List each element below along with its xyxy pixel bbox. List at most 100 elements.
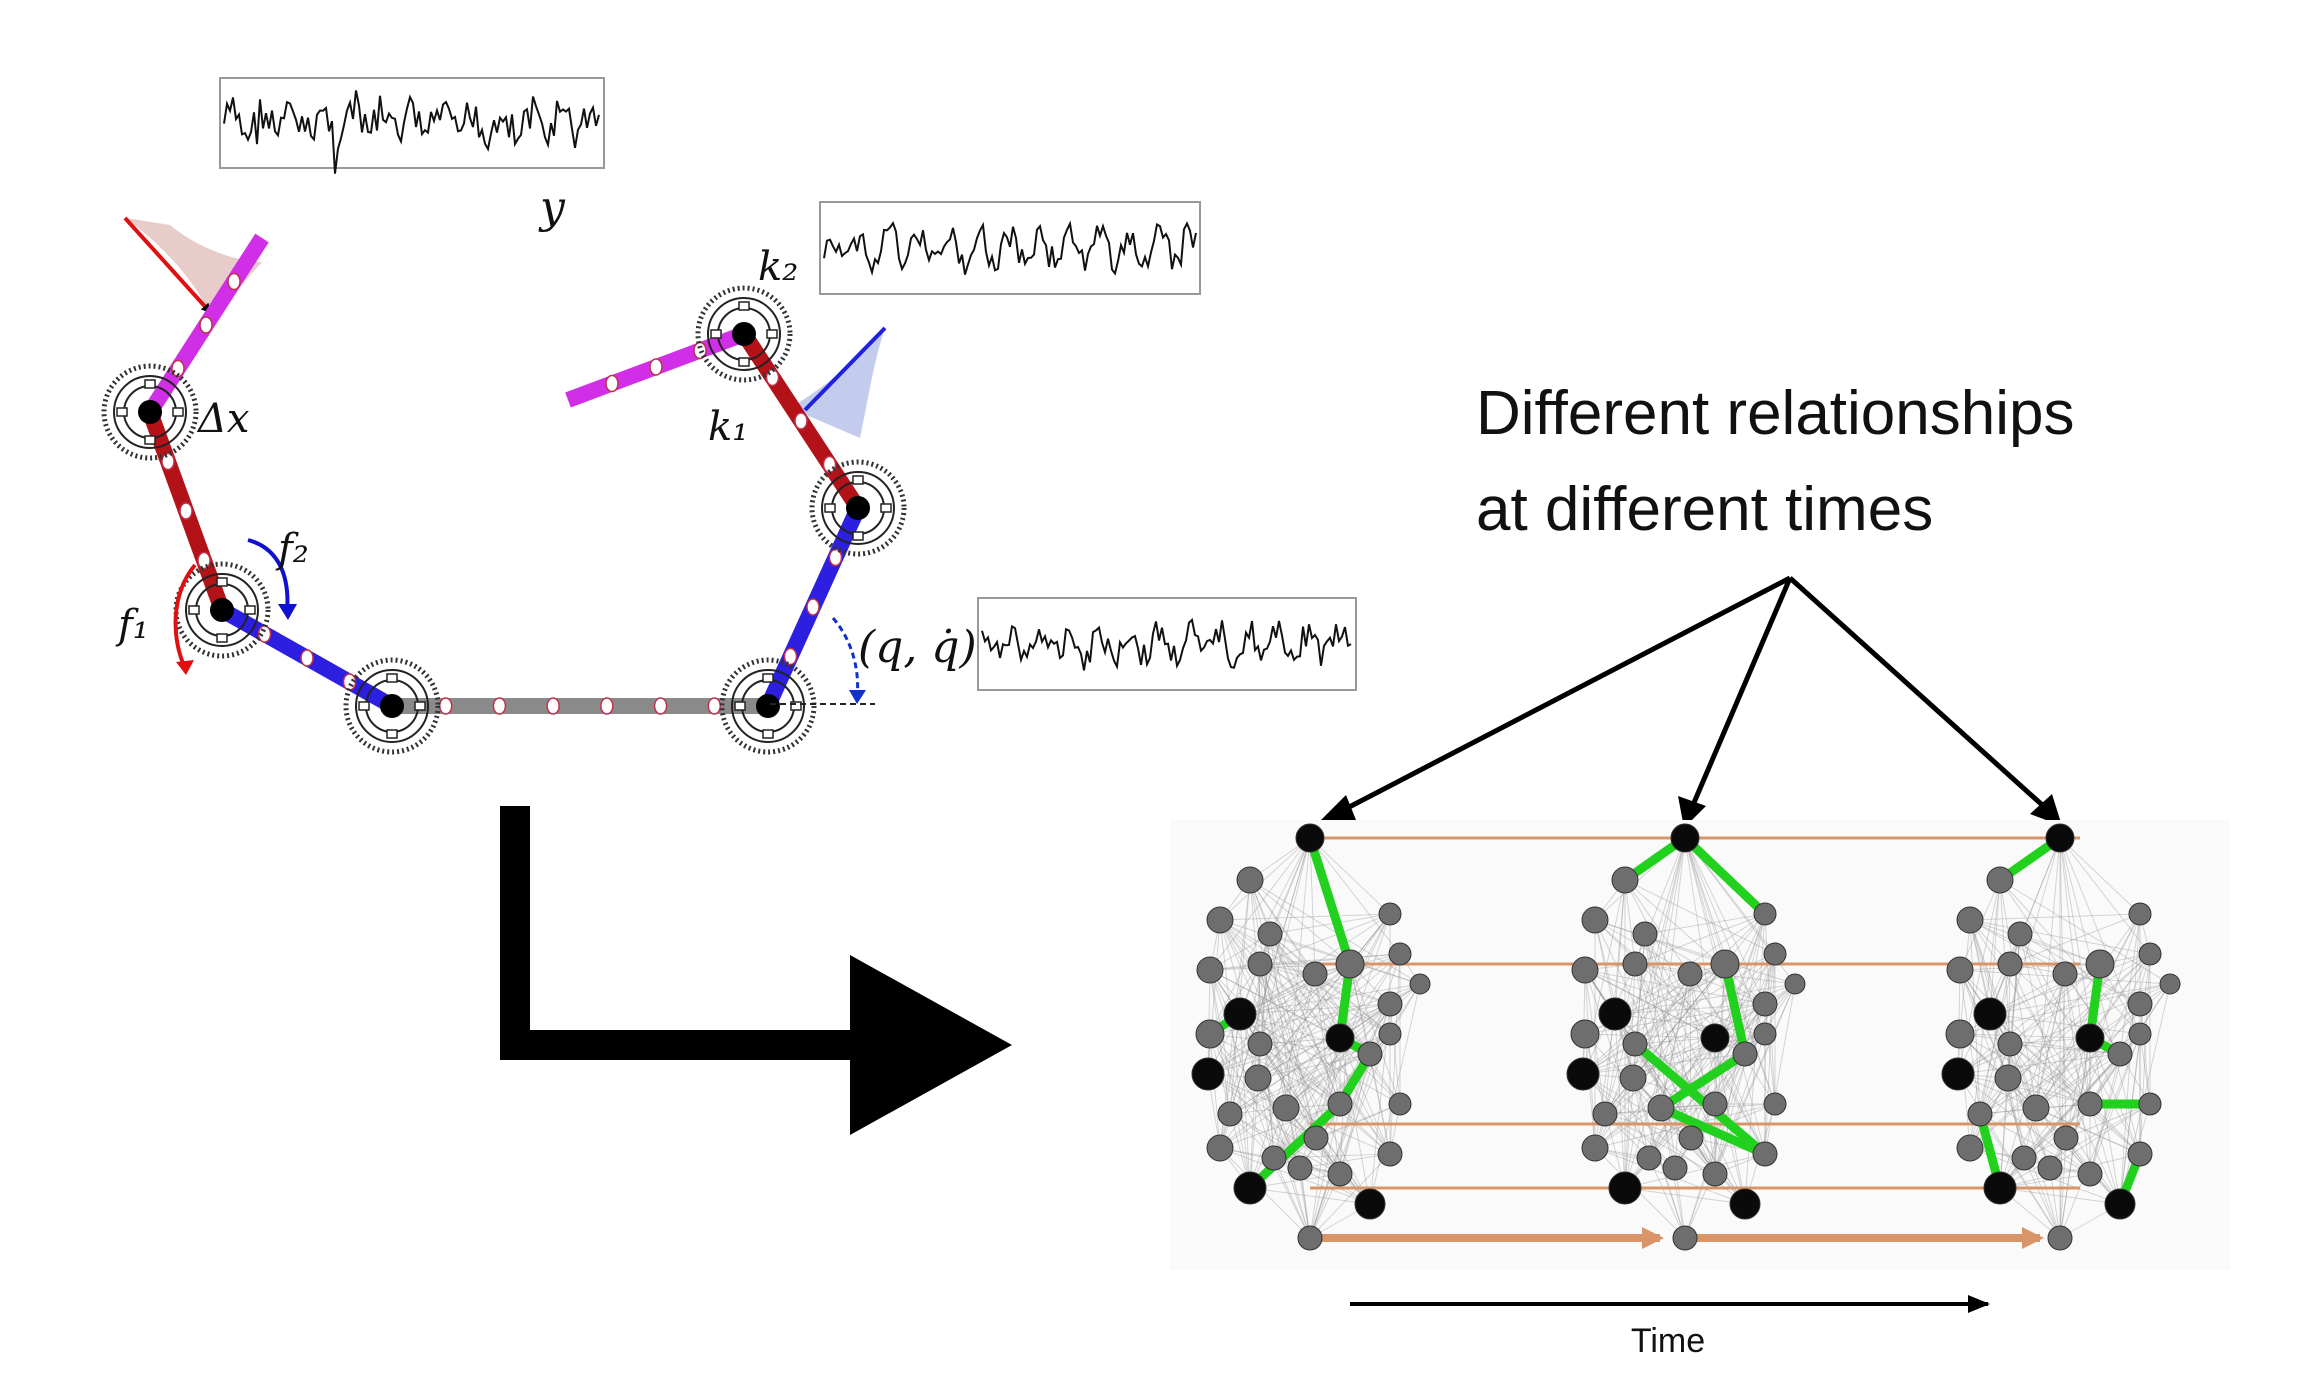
gray-edge bbox=[1714, 1037, 1766, 1155]
gray-edge bbox=[1689, 973, 1716, 1175]
gray-edge bbox=[1979, 1113, 2061, 1239]
caption-line-1: Different relationships bbox=[1476, 379, 2075, 448]
gray-edge bbox=[1969, 919, 2151, 955]
gray-edge bbox=[1209, 953, 1401, 971]
node-gray bbox=[1997, 951, 2023, 977]
gray-edge bbox=[2059, 973, 2066, 1239]
gray-edge bbox=[1309, 1053, 1371, 1239]
gray-edge bbox=[1219, 919, 1371, 1205]
gray-edge bbox=[2009, 963, 2091, 1039]
node-dark bbox=[1700, 1023, 1730, 1053]
gray-edge bbox=[2007, 1037, 2091, 1079]
node-gray bbox=[1752, 1141, 1778, 1167]
link-marker bbox=[707, 697, 722, 715]
label-delta-x: Δx bbox=[196, 396, 249, 442]
angle-arrow-q bbox=[770, 617, 875, 705]
force-cone-right bbox=[790, 326, 887, 438]
gray-edge bbox=[1764, 983, 1796, 1155]
link-marker bbox=[546, 697, 560, 715]
gray-edge bbox=[1249, 879, 1317, 1139]
gray-edge bbox=[2119, 1033, 2141, 1205]
gray-edge bbox=[1959, 1033, 1971, 1149]
gray-edge bbox=[2089, 1033, 2141, 1105]
gray-edge bbox=[1684, 837, 1726, 965]
gray-edge bbox=[1209, 1033, 1311, 1239]
link-marker bbox=[171, 359, 185, 378]
node-gray bbox=[1662, 1155, 1688, 1181]
node-dark bbox=[1983, 1171, 2017, 1205]
gray-edge bbox=[1259, 1043, 1341, 1105]
gray-edge bbox=[1989, 1013, 2141, 1035]
gray-edge bbox=[1999, 933, 2021, 1189]
gray-edge bbox=[2064, 973, 2091, 1175]
node-gray bbox=[1327, 1091, 1353, 1117]
node-gray bbox=[1732, 1041, 1758, 1067]
gray-edge bbox=[1299, 1037, 1341, 1169]
gray-edge bbox=[1257, 1033, 1391, 1079]
gray-edge bbox=[1969, 913, 2141, 921]
gray-edge bbox=[1594, 1103, 1776, 1149]
gray-edge bbox=[1299, 1153, 1391, 1169]
gray-edge bbox=[1634, 913, 1766, 965]
node-dark bbox=[1191, 1057, 1225, 1091]
gray-edge bbox=[1644, 933, 1766, 1005]
gray-edge bbox=[1209, 1033, 1341, 1105]
node-gray bbox=[1622, 1031, 1648, 1057]
node-gray bbox=[1619, 1064, 1647, 1092]
gray-edge bbox=[1314, 973, 1391, 1005]
gray-edge bbox=[1349, 963, 1401, 1105]
node-dark bbox=[2104, 1188, 2136, 1220]
label-k1: k₁ bbox=[708, 404, 748, 450]
gray-edge bbox=[1582, 973, 1691, 1075]
gray-edge bbox=[1209, 1033, 1221, 1149]
node-gray bbox=[1677, 961, 1703, 987]
node-gray bbox=[2128, 902, 2152, 926]
node-gray bbox=[1272, 1094, 1300, 1122]
gray-edge bbox=[1339, 1037, 1371, 1205]
node-gray bbox=[2127, 991, 2153, 1017]
gray-edge bbox=[1582, 953, 1776, 1075]
gray-edge bbox=[1969, 919, 2025, 1159]
gray-edge bbox=[1684, 837, 1766, 1035]
gray-edge bbox=[1257, 913, 1391, 1079]
gray-edge bbox=[1969, 1043, 2011, 1149]
gray-edge bbox=[1269, 933, 1317, 1139]
gray-edge bbox=[1648, 1157, 1686, 1239]
gray-edge bbox=[2089, 953, 2151, 1039]
node-dark bbox=[1354, 1188, 1386, 1220]
gray-edge bbox=[1219, 913, 1391, 1149]
node-gray bbox=[1702, 1091, 1728, 1117]
gray-edge bbox=[2009, 1043, 2121, 1055]
gray-edge bbox=[1999, 1153, 2141, 1189]
node-dark bbox=[1233, 1171, 1267, 1205]
gray-edge bbox=[1219, 837, 1311, 921]
gray-edge bbox=[1269, 933, 1311, 1239]
node-gray bbox=[1335, 949, 1365, 979]
node-gray bbox=[1956, 906, 1984, 934]
gray-edge bbox=[2019, 933, 2091, 1105]
gray-edge bbox=[1269, 933, 1341, 1039]
green-edge bbox=[1720, 959, 1750, 1059]
node-gray bbox=[2077, 1161, 2103, 1187]
gear-joint-icon bbox=[173, 561, 271, 659]
gray-edge bbox=[1584, 1033, 1596, 1149]
gray-edge bbox=[1624, 879, 1766, 1005]
gear-joints bbox=[101, 285, 907, 755]
node-dark bbox=[1295, 823, 1325, 853]
gray-edge bbox=[1624, 1187, 1746, 1205]
gray-edge bbox=[1219, 913, 1391, 921]
node-gray bbox=[2128, 1022, 2152, 1046]
arm-links bbox=[142, 233, 866, 715]
gray-edge bbox=[1660, 973, 1691, 1109]
gray-edge bbox=[2019, 933, 2141, 1005]
node-gray bbox=[1945, 1019, 1975, 1049]
node-gray bbox=[1388, 1092, 1412, 1116]
gray-edge bbox=[1259, 1043, 1341, 1175]
link-marker bbox=[649, 358, 663, 376]
gray-edge bbox=[1207, 1073, 1391, 1155]
gray-edge bbox=[1259, 963, 1391, 1155]
gray-edge bbox=[1969, 919, 2101, 965]
gray-edge bbox=[1989, 1013, 2037, 1109]
gray-edge bbox=[1269, 913, 1391, 935]
gray-edge bbox=[2059, 837, 2151, 955]
